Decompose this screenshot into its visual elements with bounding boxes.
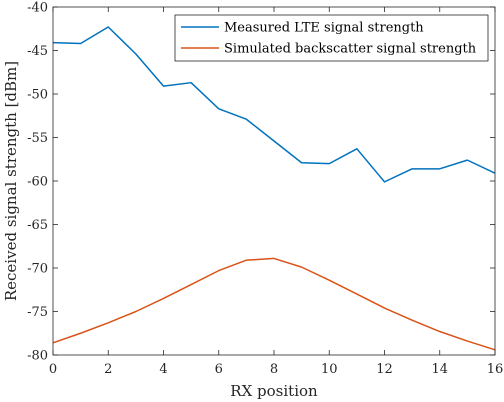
x-tick-label: 8 xyxy=(270,362,278,377)
x-tick-label: 2 xyxy=(104,362,112,377)
y-tick-label: -65 xyxy=(27,218,48,233)
y-tick-label: -55 xyxy=(27,131,48,146)
y-axis-label: Received signal strength [dBm] xyxy=(2,61,20,301)
legend: Measured LTE signal strength Simulated ba… xyxy=(174,14,489,62)
series-line-1 xyxy=(52,26,496,183)
legend-box xyxy=(174,14,489,62)
x-tick-label: 16 xyxy=(487,362,504,377)
y-tick-label: -50 xyxy=(27,88,48,103)
x-tick-label: 10 xyxy=(321,362,338,377)
y-tick-label: -80 xyxy=(27,349,48,364)
y-tick-label: -40 xyxy=(27,1,48,16)
legend-label-1: Measured LTE signal strength xyxy=(224,21,424,36)
x-tick-label: 14 xyxy=(431,362,448,377)
x-tick-label: 6 xyxy=(215,362,223,377)
series-line-2 xyxy=(52,257,496,351)
x-axis-label: RX position xyxy=(230,382,318,400)
ticks-layer: 0 2 4 6 8 10 12 14 16 -80 -75 -70 -65 -60 -55 -50 -45 -40 xyxy=(27,1,503,378)
series-layer xyxy=(52,26,496,351)
x-tick-label: 0 xyxy=(49,362,57,377)
y-tick-label: -45 xyxy=(27,44,48,59)
y-tick-label: -75 xyxy=(27,305,48,320)
legend-label-2: Simulated backscatter signal strength xyxy=(224,42,477,57)
x-tick-label: 4 xyxy=(159,362,167,377)
y-tick-label: -70 xyxy=(27,262,48,277)
y-tick-label: -60 xyxy=(27,175,48,190)
x-tick-label: 12 xyxy=(376,362,393,377)
